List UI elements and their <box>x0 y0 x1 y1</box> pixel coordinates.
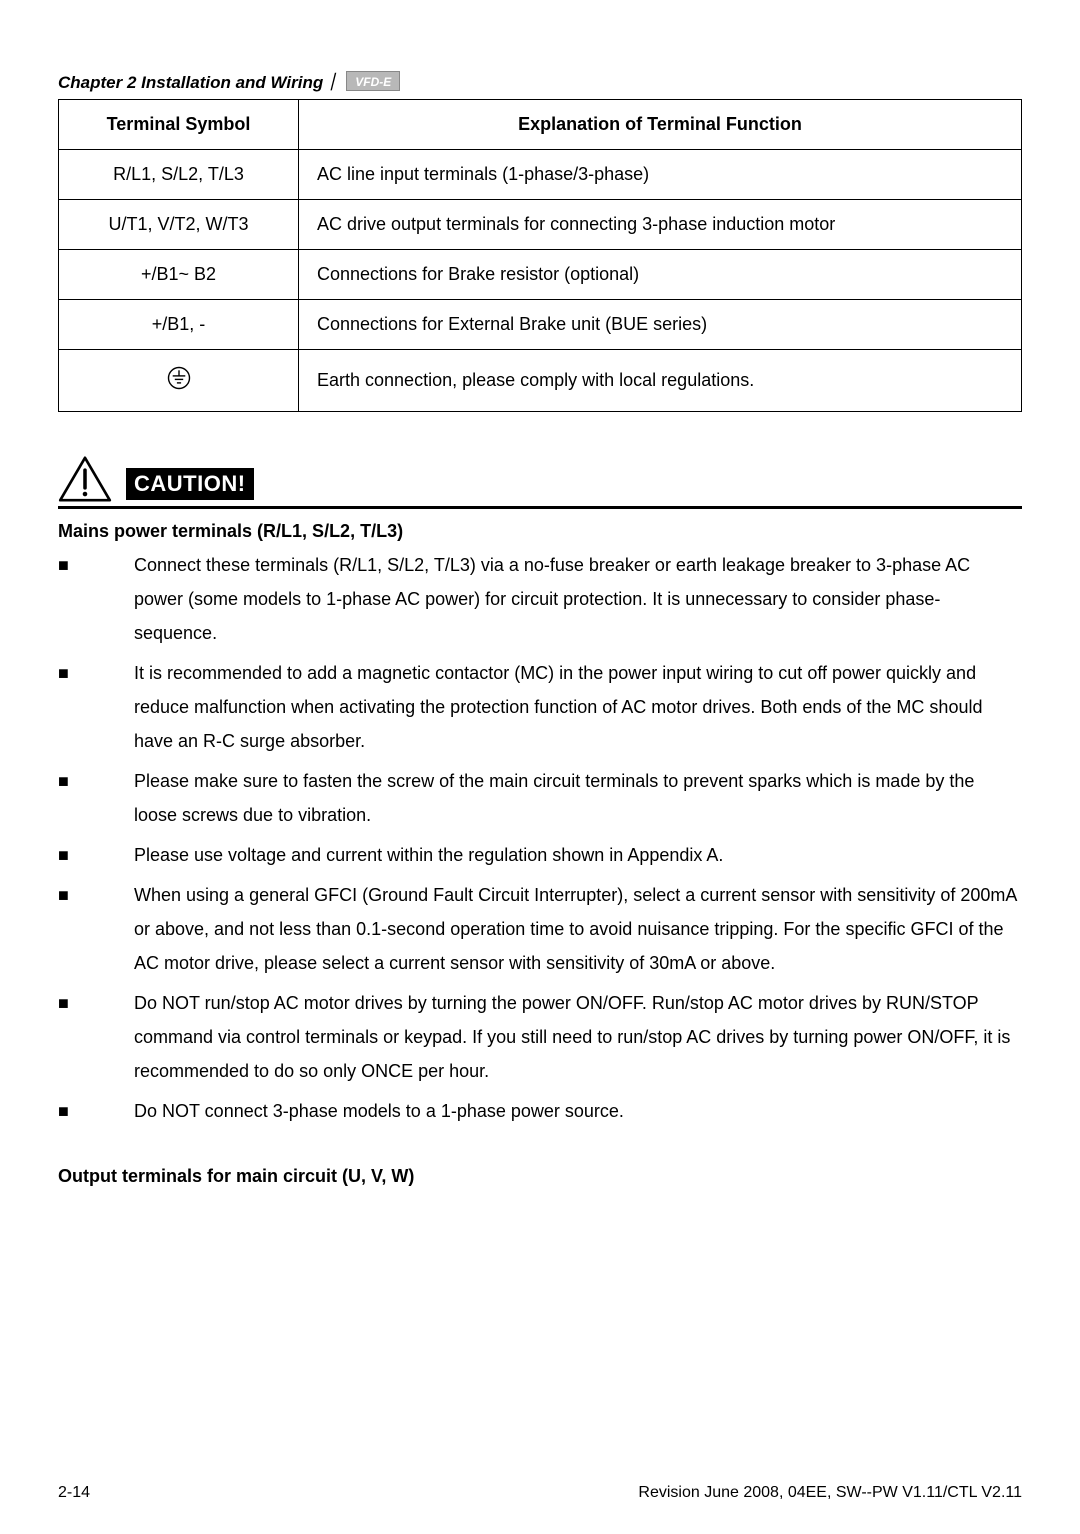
cell-symbol: U/T1, V/T2, W/T3 <box>59 200 299 250</box>
table-header-row: Terminal Symbol Explanation of Terminal … <box>59 100 1022 150</box>
th-symbol: Terminal Symbol <box>59 100 299 150</box>
caution-label: CAUTION! <box>126 468 254 500</box>
cell-explanation: Connections for External Brake unit (BUE… <box>299 300 1022 350</box>
warning-triangle-icon <box>58 456 112 502</box>
th-explanation: Explanation of Terminal Function <box>299 100 1022 150</box>
footer: 2-14 Revision June 2008, 04EE, SW--PW V1… <box>58 1484 1022 1502</box>
table-row: Earth connection, please comply with loc… <box>59 350 1022 412</box>
cell-symbol-ground <box>59 350 299 412</box>
list-item: ■ It is recommended to add a magnetic co… <box>58 656 1022 758</box>
bullet-text: Please make sure to fasten the screw of … <box>134 764 1022 832</box>
chapter-header: Chapter 2 Installation and Wiring｜ VFD-E <box>58 68 1022 93</box>
list-item: ■ When using a general GFCI (Ground Faul… <box>58 878 1022 980</box>
section-title-output: Output terminals for main circuit (U, V,… <box>58 1166 1022 1187</box>
ground-icon <box>165 364 193 392</box>
bullet-marker: ■ <box>58 986 134 1020</box>
chapter-badge: VFD-E <box>346 71 400 91</box>
chapter-header-text: Chapter 2 Installation and Wiring｜ <box>58 68 340 93</box>
bullet-text: When using a general GFCI (Ground Fault … <box>134 878 1022 980</box>
bullet-text: Do NOT connect 3-phase models to a 1-pha… <box>134 1094 1022 1128</box>
cell-symbol: R/L1, S/L2, T/L3 <box>59 150 299 200</box>
footer-revision: Revision June 2008, 04EE, SW--PW V1.11/C… <box>638 1484 1022 1502</box>
table-row: +/B1~ B2 Connections for Brake resistor … <box>59 250 1022 300</box>
table-row: R/L1, S/L2, T/L3 AC line input terminals… <box>59 150 1022 200</box>
bullet-text: Connect these terminals (R/L1, S/L2, T/L… <box>134 548 1022 650</box>
table-row: U/T1, V/T2, W/T3 AC drive output termina… <box>59 200 1022 250</box>
terminal-table: Terminal Symbol Explanation of Terminal … <box>58 99 1022 412</box>
bullet-text: It is recommended to add a magnetic cont… <box>134 656 1022 758</box>
cell-symbol: +/B1~ B2 <box>59 250 299 300</box>
bullet-marker: ■ <box>58 838 134 872</box>
bullet-marker: ■ <box>58 764 134 798</box>
bullet-text: Do NOT run/stop AC motor drives by turni… <box>134 986 1022 1088</box>
cell-explanation: AC drive output terminals for connecting… <box>299 200 1022 250</box>
cell-symbol: +/B1, - <box>59 300 299 350</box>
list-item: ■ Do NOT connect 3-phase models to a 1-p… <box>58 1094 1022 1128</box>
section-title-mains: Mains power terminals (R/L1, S/L2, T/L3) <box>58 521 1022 542</box>
caution-row: CAUTION! <box>58 456 1022 509</box>
list-item: ■ Please use voltage and current within … <box>58 838 1022 872</box>
table-row: +/B1, - Connections for External Brake u… <box>59 300 1022 350</box>
cell-explanation: AC line input terminals (1-phase/3-phase… <box>299 150 1022 200</box>
bullet-marker: ■ <box>58 1094 134 1128</box>
list-item: ■ Please make sure to fasten the screw o… <box>58 764 1022 832</box>
bullet-marker: ■ <box>58 878 134 912</box>
footer-page: 2-14 <box>58 1484 90 1502</box>
bullet-marker: ■ <box>58 656 134 690</box>
bullet-marker: ■ <box>58 548 134 582</box>
bullet-text: Please use voltage and current within th… <box>134 838 1022 872</box>
list-item: ■ Connect these terminals (R/L1, S/L2, T… <box>58 548 1022 650</box>
cell-explanation: Connections for Brake resistor (optional… <box>299 250 1022 300</box>
caution-block: CAUTION! Mains power terminals (R/L1, S/… <box>58 456 1022 1187</box>
bullet-list: ■ Connect these terminals (R/L1, S/L2, T… <box>58 548 1022 1128</box>
list-item: ■ Do NOT run/stop AC motor drives by tur… <box>58 986 1022 1088</box>
cell-explanation: Earth connection, please comply with loc… <box>299 350 1022 412</box>
